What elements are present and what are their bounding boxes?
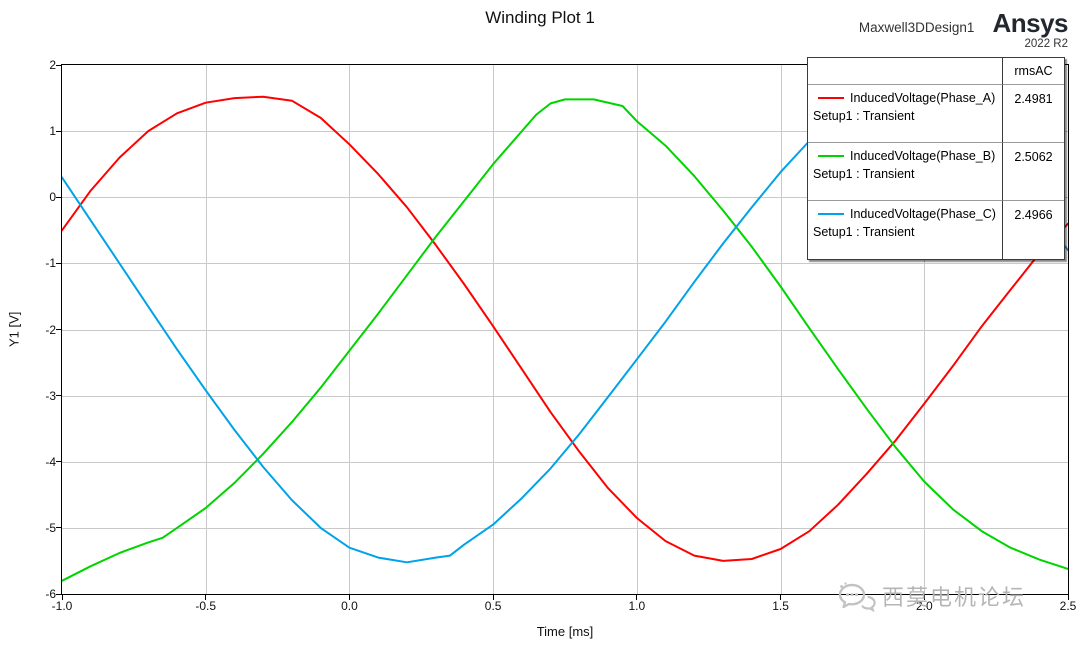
x-tick-label: -0.5 (195, 599, 217, 613)
legend-entry-phase-b: InducedVoltage(Phase_B) Setup1 : Transie… (808, 143, 1002, 201)
series-line-1 (62, 98, 1068, 582)
legend-entry-setup: Setup1 : Transient (813, 225, 915, 239)
legend-value-header: rmsAC (1002, 58, 1064, 85)
y-tick-label: -3 (45, 388, 56, 403)
x-tick-label: 1.0 (628, 599, 646, 613)
legend-entry-value: 2.5062 (1002, 143, 1064, 201)
y-tick-label: -5 (45, 520, 56, 535)
watermark-text: 西莫电机论坛 (882, 585, 1027, 610)
y-tick-label: -2 (45, 322, 56, 337)
series-line-0 (62, 95, 1068, 562)
legend-entry-name: InducedVoltage(Phase_C) (850, 207, 996, 221)
watermark: 西莫电机论坛 (838, 580, 1026, 612)
x-tick-label: -1.0 (51, 599, 73, 613)
phase-a-line-swatch (818, 97, 844, 99)
y-tick-labels: 2 1 0 -1 -2 -3 -4 -5 -6 (32, 58, 56, 601)
y-tick-label: 0 (49, 190, 56, 205)
legend-entry-phase-c: InducedVoltage(Phase_C) Setup1 : Transie… (808, 201, 1002, 259)
y-tick-label: -6 (45, 587, 56, 601)
legend-entry-value: 2.4981 (1002, 85, 1064, 143)
legend-entry-line: InducedVoltage(Phase_C) (813, 207, 998, 221)
legend-entry-line: InducedVoltage(Phase_A) (813, 91, 998, 105)
y-tick-label: -1 (45, 256, 56, 271)
chat-bubble-icon (838, 582, 876, 612)
legend-header-spacer (808, 58, 1002, 85)
brand-block: Ansys 2022 R2 (992, 10, 1068, 50)
legend-entry-name: InducedVoltage(Phase_B) (850, 149, 996, 163)
y-tick-label: 1 (49, 124, 56, 139)
ansys-logo: Ansys (992, 8, 1068, 38)
y-tick-label: 2 (49, 58, 56, 72)
legend-entry-line: InducedVoltage(Phase_B) (813, 149, 998, 163)
x-tick-label: 0.5 (484, 599, 502, 613)
phase-b-line-swatch (818, 155, 844, 157)
legend-entry-name: InducedVoltage(Phase_A) (850, 91, 996, 105)
x-tick-label: 0.0 (341, 599, 358, 613)
y-axis-title: Y1 [V] (6, 311, 22, 348)
x-tick-labels: -1.0 -0.5 0.0 0.5 1.0 1.5 2.0 2.5 (52, 599, 1077, 613)
phase-c-line-swatch (818, 213, 844, 215)
x-tick-label: 2.5 (1059, 599, 1077, 613)
y-tick-label: -4 (45, 454, 56, 469)
legend-entry-value: 2.4966 (1002, 201, 1064, 259)
x-tick-label: 1.5 (772, 599, 789, 613)
legend: rmsAC InducedVoltage(Phase_A) Setup1 : T… (807, 57, 1065, 260)
ansys-version: 2022 R2 (1024, 38, 1068, 50)
legend-entry-setup: Setup1 : Transient (813, 109, 915, 123)
x-axis-title: Time [ms] (536, 624, 594, 639)
legend-entry-setup: Setup1 : Transient (813, 167, 915, 181)
legend-entry-phase-a: InducedVoltage(Phase_A) Setup1 : Transie… (808, 85, 1002, 143)
x-tick-label: 2.0 (915, 599, 933, 613)
page-title: Winding Plot 1 (485, 8, 595, 27)
design-name: Maxwell3DDesign1 (858, 20, 975, 35)
header-right: Maxwell3DDesign1 Ansys 2022 R2 (858, 10, 1069, 50)
